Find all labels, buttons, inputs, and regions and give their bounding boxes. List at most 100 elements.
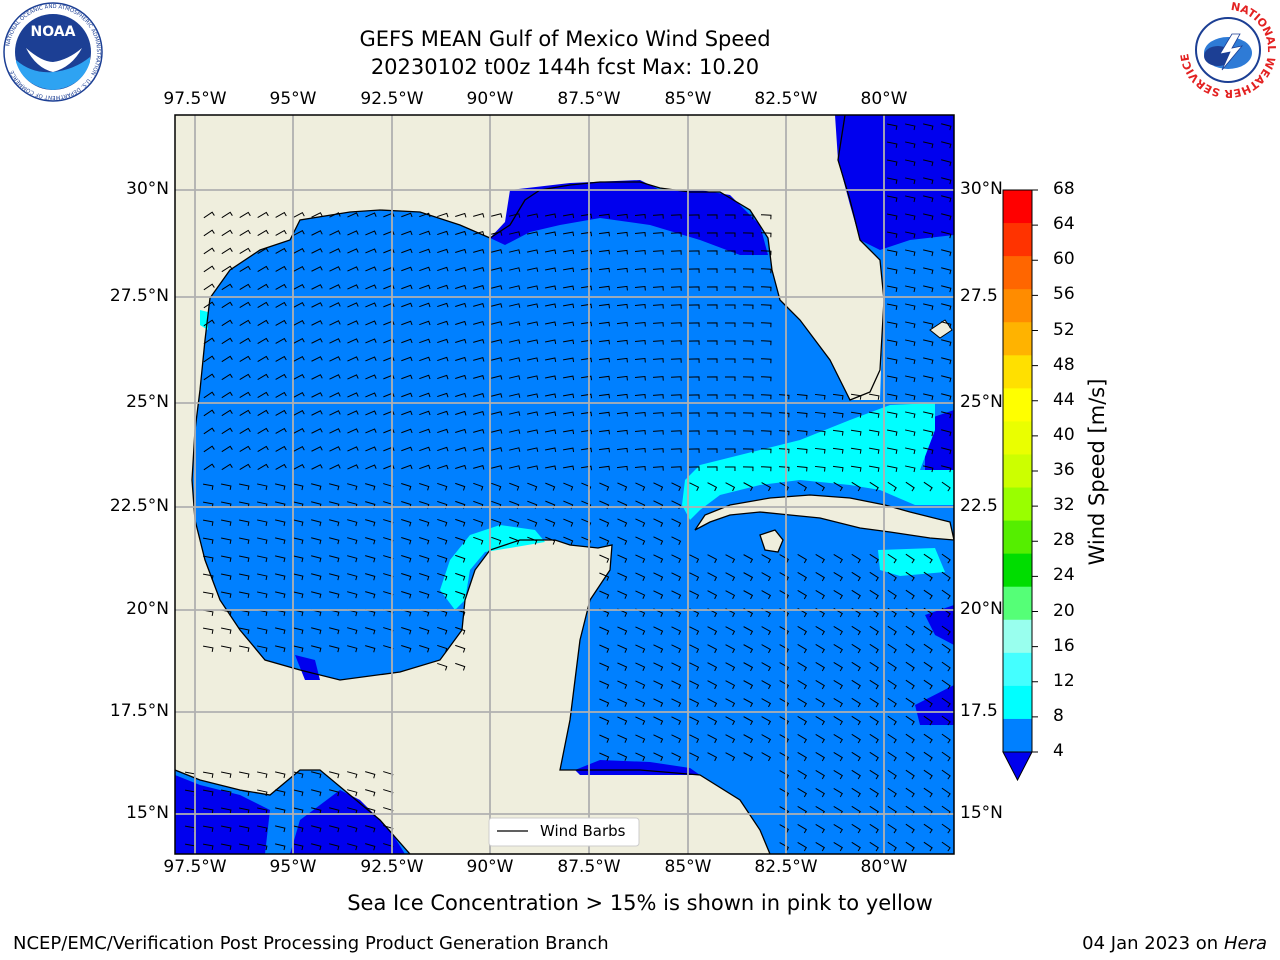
wind-barb xyxy=(239,519,250,527)
wind-barb xyxy=(239,573,250,581)
wind-barb xyxy=(437,446,449,452)
wind-barb xyxy=(616,429,628,435)
wind-barb xyxy=(688,430,700,435)
wind-barb xyxy=(562,339,575,345)
wind-barb xyxy=(347,573,358,581)
wind-barb xyxy=(239,789,250,797)
wind-barb xyxy=(257,463,269,470)
wind-barb xyxy=(905,715,915,726)
wind-barb xyxy=(923,267,934,275)
wind-barb xyxy=(706,250,718,255)
wind-barb xyxy=(635,752,646,761)
wind-barb xyxy=(437,626,448,635)
wind-barb xyxy=(293,247,305,254)
wind-barb xyxy=(311,212,323,218)
wind-barb xyxy=(652,232,664,237)
wind-barb xyxy=(293,373,305,380)
wind-barb xyxy=(616,267,628,273)
wind-barb xyxy=(941,213,952,221)
wind-barb xyxy=(670,322,682,327)
wind-barb xyxy=(815,590,825,600)
wind-barb xyxy=(365,266,377,272)
wind-barb xyxy=(239,445,251,453)
wind-barb xyxy=(311,446,323,452)
wind-barb xyxy=(329,266,341,272)
wind-barb xyxy=(329,356,341,362)
wind-barb xyxy=(742,412,754,418)
wind-barb xyxy=(455,464,467,470)
wind-barb xyxy=(797,788,808,798)
wind-barb xyxy=(311,410,323,416)
wind-barb xyxy=(239,229,251,237)
wind-barb xyxy=(509,249,521,254)
wind-barb xyxy=(257,229,269,236)
wind-barb xyxy=(616,465,628,471)
wind-barb xyxy=(437,554,448,563)
colorbar-tick-label: 60 xyxy=(1053,249,1075,270)
wind-barb xyxy=(202,645,214,652)
wind-barb xyxy=(419,284,431,290)
wind-barb xyxy=(401,446,413,452)
wind-barb xyxy=(527,447,539,452)
wind-barb xyxy=(329,302,341,308)
wind-barb xyxy=(329,338,341,344)
wind-barb xyxy=(815,680,825,690)
wind-barb xyxy=(887,571,897,582)
wind-barb xyxy=(869,571,879,582)
wind-barb xyxy=(887,769,897,780)
wind-barb xyxy=(419,446,431,452)
wind-barb xyxy=(670,340,682,345)
wind-barb xyxy=(671,626,682,636)
wind-barb xyxy=(473,446,485,452)
wind-barb xyxy=(509,429,521,434)
wind-barb xyxy=(365,410,377,416)
wind-barb xyxy=(509,536,520,545)
wind-barb xyxy=(202,555,214,562)
wind-barb xyxy=(797,752,808,762)
wind-barb xyxy=(275,301,287,308)
wind-barb xyxy=(941,679,951,690)
lat-tick-label: 17.5°N xyxy=(109,701,169,721)
colorbar-tick-label: 32 xyxy=(1053,495,1075,516)
wind-barb xyxy=(743,482,754,492)
wind-barb xyxy=(851,571,861,582)
wind-barb xyxy=(815,554,825,564)
wind-barb xyxy=(688,304,700,309)
wind-barb xyxy=(202,771,214,778)
wind-barb xyxy=(923,769,933,780)
wind-barb xyxy=(887,625,897,636)
wind-barb xyxy=(653,680,664,689)
wind-barb xyxy=(419,266,431,272)
wind-barb xyxy=(221,373,233,381)
wind-barb xyxy=(635,536,646,545)
colorbar-segment xyxy=(1003,256,1032,290)
wind-barb xyxy=(437,356,449,362)
footer-machine: Hera xyxy=(1223,933,1267,954)
wind-barb xyxy=(562,375,575,381)
wind-barb xyxy=(347,807,358,815)
wind-barb xyxy=(419,428,431,434)
wind-barb xyxy=(941,429,952,437)
wind-barb xyxy=(275,211,287,218)
wind-barb xyxy=(905,393,916,401)
wind-barb xyxy=(868,411,880,418)
wind-barb xyxy=(887,733,897,744)
strong-wind-cuba-east xyxy=(878,548,945,576)
wind-barb xyxy=(616,339,628,345)
wind-barb xyxy=(275,573,286,581)
wind-barb xyxy=(905,339,916,347)
wind-barb xyxy=(257,283,269,290)
wind-barb xyxy=(401,591,412,599)
wind-barb xyxy=(670,358,682,363)
wind-barb xyxy=(743,554,754,564)
wind-barb xyxy=(923,661,933,672)
wind-barb xyxy=(905,571,915,582)
calm-wind-panhandle xyxy=(490,180,768,255)
wind-barb xyxy=(851,841,861,852)
wind-barb xyxy=(617,734,628,743)
wind-barb xyxy=(706,340,718,345)
wind-barb xyxy=(347,428,359,434)
map-title: GEFS MEAN Gulf of Mexico Wind Speed xyxy=(359,27,771,51)
wind-barb xyxy=(689,752,700,762)
wind-barb xyxy=(670,466,682,471)
